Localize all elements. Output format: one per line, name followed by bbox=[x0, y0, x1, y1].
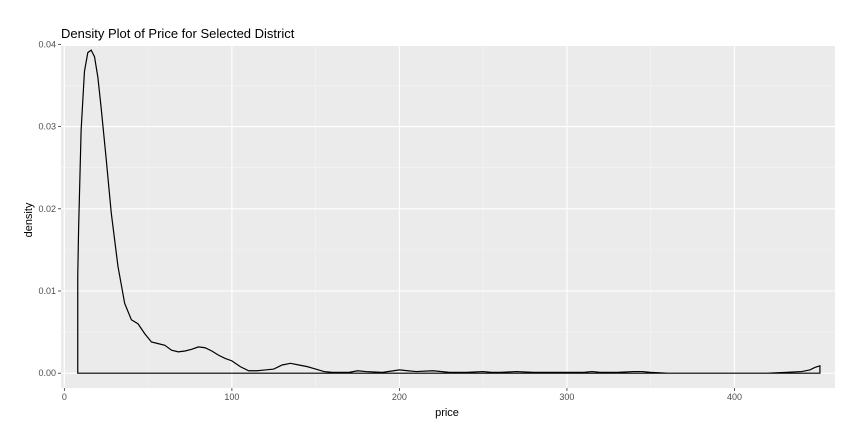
x-tick-label: 400 bbox=[727, 392, 742, 402]
x-tick-label: 100 bbox=[224, 392, 239, 402]
minor-gridlines bbox=[61, 46, 835, 388]
density-curve bbox=[77, 49, 821, 374]
x-tick-label: 300 bbox=[559, 392, 574, 402]
y-axis-title: density bbox=[23, 202, 35, 237]
chart-title: Density Plot of Price for Selected Distr… bbox=[61, 26, 295, 41]
x-axis-title: price bbox=[435, 407, 459, 419]
plot-panel bbox=[61, 46, 835, 388]
y-tick-label: 0.04 bbox=[38, 39, 56, 49]
y-axis-ticks: 0.00 0.01 0.02 0.03 0.04 bbox=[38, 39, 61, 378]
x-tick-label: 0 bbox=[62, 392, 67, 402]
y-tick-label: 0.03 bbox=[38, 122, 56, 132]
y-tick-label: 0.01 bbox=[38, 286, 56, 296]
x-axis-ticks: 0 100 200 300 400 bbox=[62, 388, 742, 402]
y-tick-label: 0.02 bbox=[38, 204, 56, 214]
y-tick-label: 0.00 bbox=[38, 368, 56, 378]
x-tick-label: 200 bbox=[392, 392, 407, 402]
